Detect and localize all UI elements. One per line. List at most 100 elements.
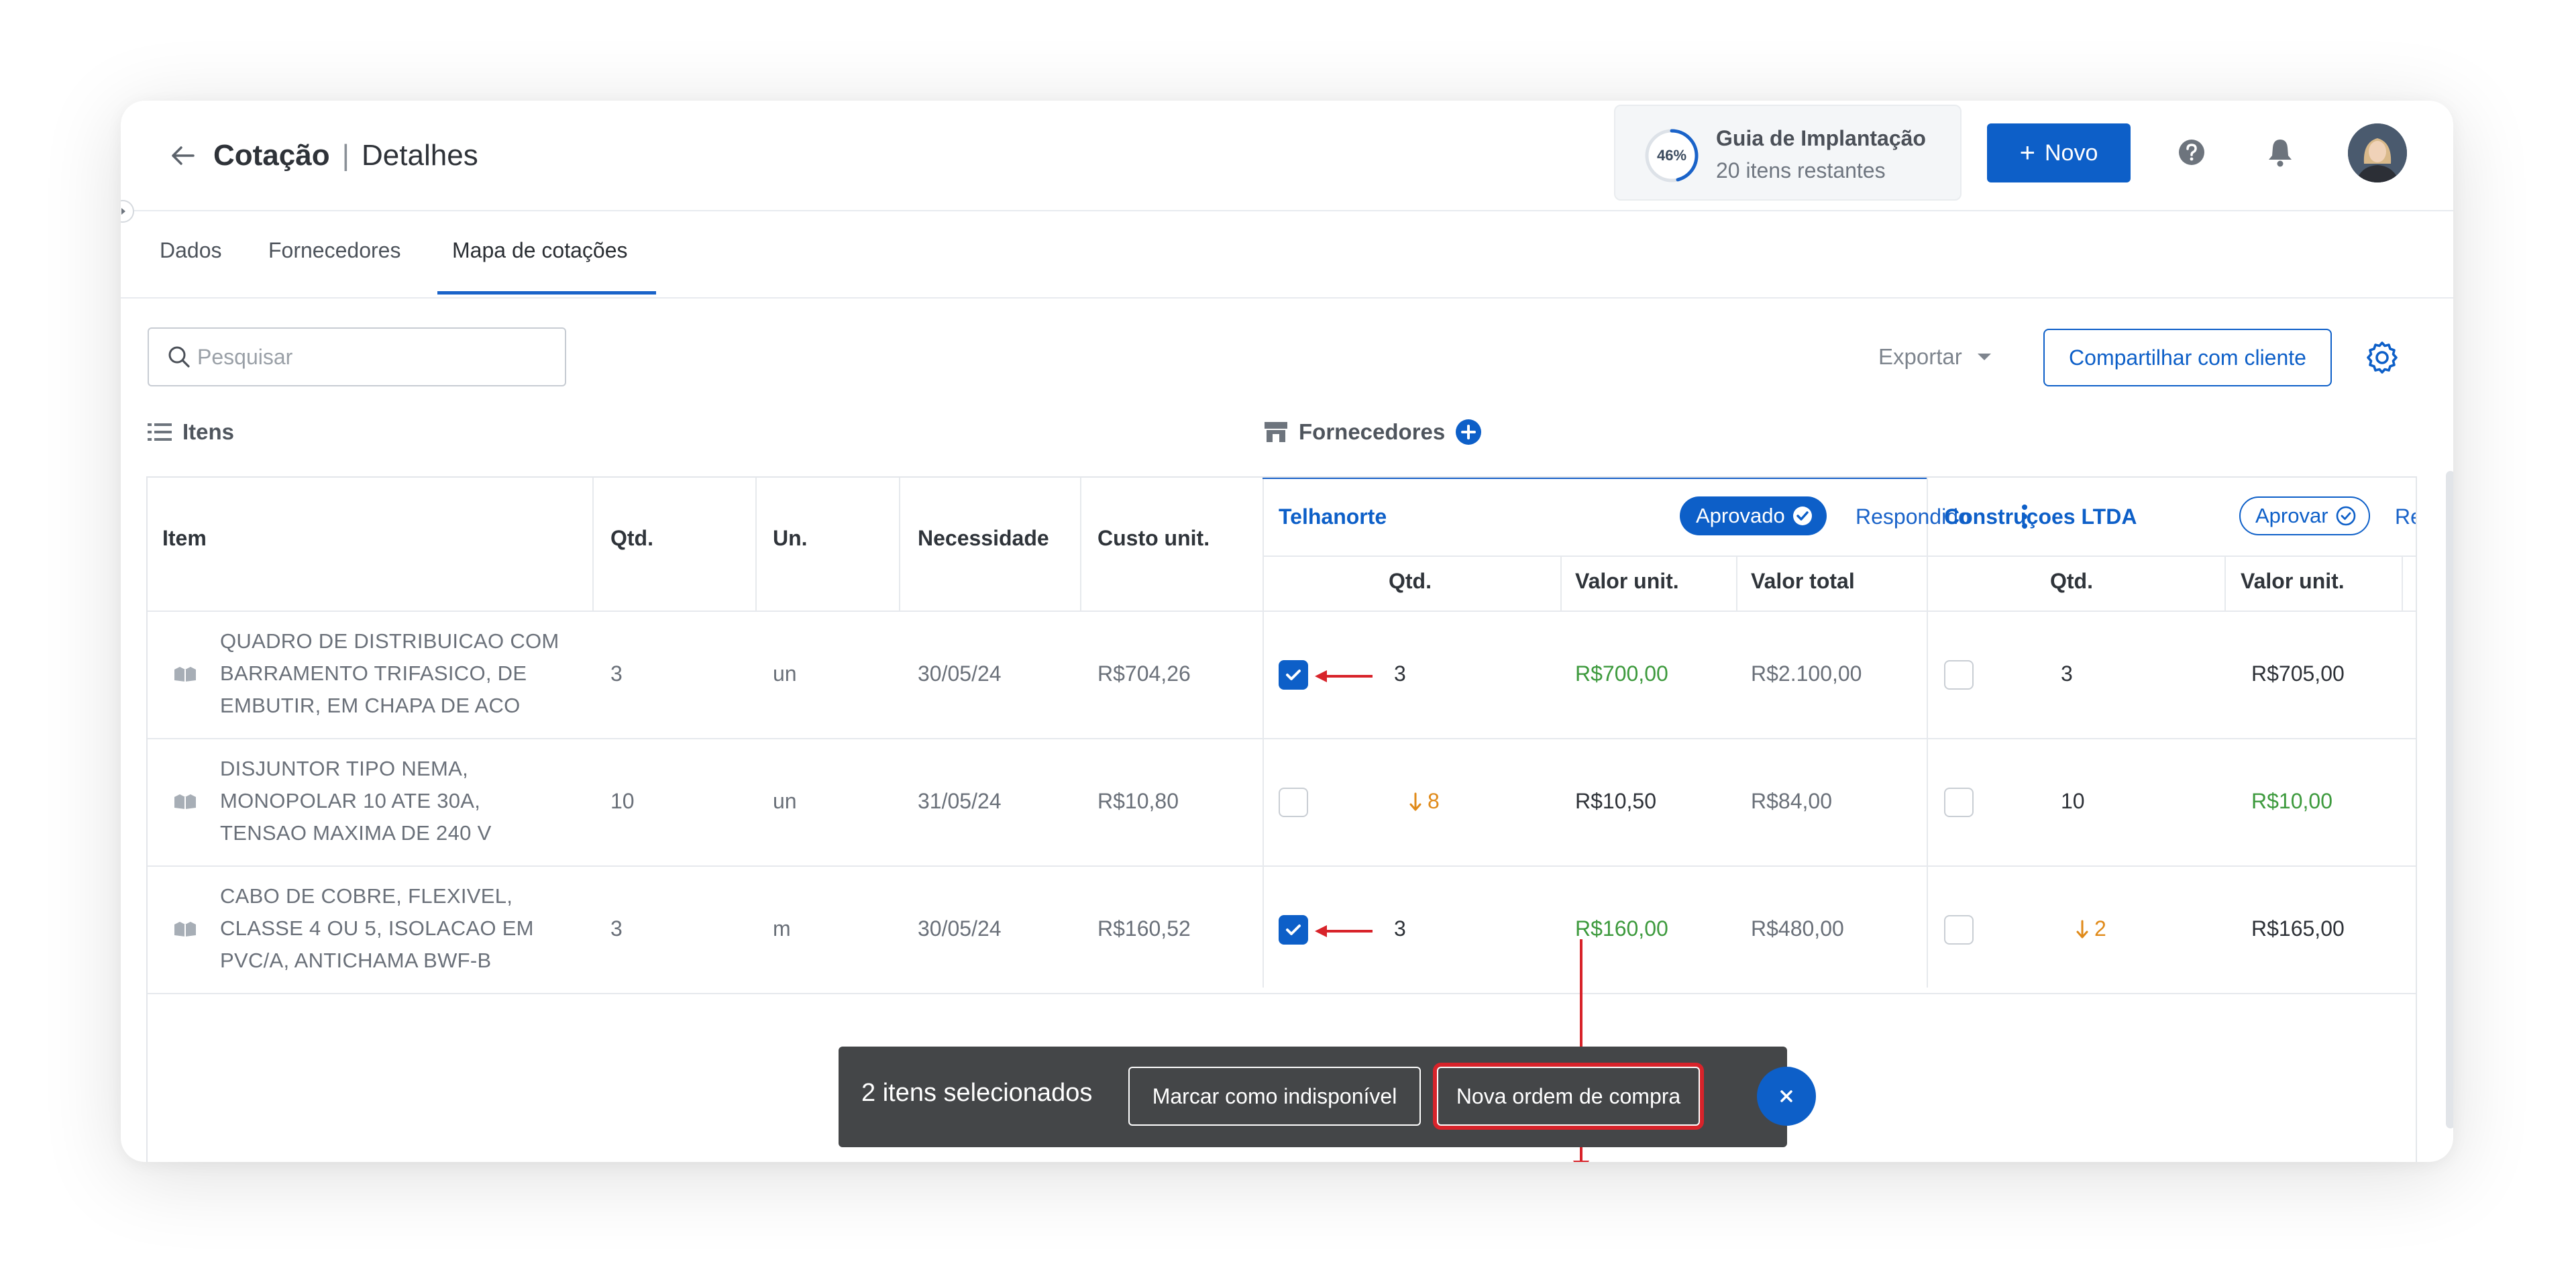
- s1-col-unit-value: Valor unit.: [1575, 569, 1679, 593]
- s2-col-unit-value: Valor unit.: [2241, 569, 2345, 593]
- s1-total-value: R$480,00: [1751, 916, 1844, 941]
- item-need-date: 31/05/24: [918, 789, 1002, 813]
- s1-unit-value: R$10,50: [1575, 789, 1656, 813]
- approved-label: Aprovado: [1696, 504, 1785, 527]
- s1-unit-value: R$160,00: [1575, 916, 1668, 941]
- items-section-title: Itens: [182, 419, 235, 444]
- search-box[interactable]: [148, 327, 566, 386]
- col-divider: [592, 478, 594, 612]
- s2-unit-value: R$165,00: [2251, 916, 2345, 941]
- page-title-sub: Detalhes: [362, 139, 478, 172]
- guide-title: Guia de Implantação: [1716, 126, 1926, 150]
- vertical-scrollbar[interactable]: [2446, 471, 2453, 1128]
- suppliers-section-title: Fornecedores: [1299, 419, 1446, 444]
- table-row: QUADRO DE DISTRIBUICAO COM BARRAMENTO TRI…: [148, 612, 2416, 738]
- close-selection-icon[interactable]: [1757, 1067, 1816, 1126]
- responded-link-truncated[interactable]: Re: [2395, 505, 2416, 529]
- responded-link[interactable]: Respondido: [1856, 505, 1970, 529]
- tab-dados[interactable]: Dados: [160, 238, 222, 262]
- check-circle-outline-icon: [2336, 506, 2355, 526]
- col-header-need: Necessidade: [918, 526, 1049, 550]
- col-divider: [1736, 555, 1737, 612]
- select-checkbox-checked[interactable]: [1279, 915, 1308, 945]
- s1-unit-value: R$700,00: [1575, 661, 1668, 686]
- new-button[interactable]: + Novo: [1987, 123, 2131, 182]
- s1-total-value: R$84,00: [1751, 789, 1832, 813]
- supplier-telhanorte-name[interactable]: Telhanorte: [1279, 505, 1387, 529]
- approve-label: Aprovar: [2255, 504, 2328, 527]
- row-divider: [148, 738, 2416, 739]
- s1-qty: 8: [1428, 789, 1440, 813]
- checkmark-icon: [1286, 670, 1301, 680]
- row-divider: [148, 993, 2416, 994]
- suppliers-section-label: Fornecedores: [1263, 417, 1483, 447]
- item-name: QUADRO DE DISTRIBUICAO COM BARRAMENTO TRI…: [220, 629, 559, 717]
- help-icon[interactable]: [2176, 137, 2207, 168]
- s2-qty: 3: [2061, 661, 2073, 686]
- select-checkbox[interactable]: [1944, 788, 1974, 817]
- box-icon: [174, 794, 196, 809]
- approved-badge[interactable]: Aprovado: [1680, 496, 1827, 535]
- item-qty: 3: [610, 916, 623, 941]
- supplier-menu-icon[interactable]: [2021, 502, 2029, 535]
- add-supplier-icon[interactable]: [1454, 418, 1483, 446]
- item-need-date: 30/05/24: [918, 661, 1002, 686]
- select-checkbox-checked[interactable]: [1279, 660, 1308, 690]
- col-divider: [2224, 555, 2226, 612]
- item-unit: un: [773, 789, 797, 813]
- s2-qty: 10: [2061, 789, 2085, 813]
- checkmark-icon: [1286, 924, 1301, 935]
- title-separator: |: [341, 139, 350, 172]
- s1-qty: 3: [1394, 661, 1406, 686]
- settings-gear-icon[interactable]: [2364, 339, 2400, 376]
- new-purchase-order-button[interactable]: Nova ordem de compra: [1437, 1067, 1700, 1126]
- table-row: CABO DE COBRE, FLEXIVEL, CLASSE 4 OU 5, I…: [148, 867, 2416, 993]
- s1-qty: 3: [1394, 916, 1406, 941]
- item-unit: m: [773, 916, 791, 941]
- col-divider: [755, 478, 757, 612]
- export-dropdown[interactable]: Exportar: [1878, 341, 1993, 373]
- col-divider: [1080, 478, 1081, 612]
- select-checkbox[interactable]: [1944, 915, 1974, 945]
- check-circle-icon: [1792, 507, 1812, 525]
- sidebar-toggle-icon[interactable]: [121, 200, 134, 223]
- share-with-client-button[interactable]: Compartilhar com cliente: [2043, 329, 2332, 386]
- back-arrow-icon[interactable]: [162, 136, 203, 176]
- s2-unit-value: R$10,00: [2251, 789, 2332, 813]
- row-divider: [148, 865, 2416, 867]
- tab-mapa-de-cotacoes[interactable]: Mapa de cotações: [452, 238, 628, 262]
- header-row-divider: [148, 611, 2416, 612]
- s1-total-value: R$2.100,00: [1751, 661, 1862, 686]
- store-icon: [1265, 422, 1287, 442]
- subheader-divider: [1263, 555, 2416, 557]
- annotation-arrow: [1315, 670, 1373, 682]
- item-qty: 10: [610, 789, 635, 813]
- user-avatar[interactable]: [2348, 123, 2407, 182]
- select-checkbox[interactable]: [1944, 660, 1974, 690]
- active-tab-indicator: [437, 291, 656, 295]
- s1-qty-lower: 8: [1409, 789, 1440, 814]
- implementation-guide-card[interactable]: 46% Guia de Implantação 20 itens restant…: [1614, 105, 1962, 201]
- approve-button[interactable]: Aprovar: [2239, 496, 2370, 535]
- s2-col-qty: Qtd.: [2050, 569, 2093, 593]
- tab-fornecedores[interactable]: Fornecedores: [268, 238, 401, 262]
- col-header-qty: Qtd.: [610, 526, 653, 550]
- search-input[interactable]: [197, 344, 546, 370]
- item-need-date: 30/05/24: [918, 916, 1002, 941]
- col-divider: [2402, 555, 2403, 612]
- s2-qty: 2: [2094, 916, 2106, 941]
- selection-action-bar: 2 itens selecionados Marcar como indispo…: [839, 1047, 1787, 1147]
- progress-percent: 46%: [1656, 147, 1687, 164]
- item-unit: un: [773, 661, 797, 686]
- select-checkbox[interactable]: [1279, 788, 1308, 817]
- supplier-construcoes-name[interactable]: Construçoes LTDA: [1944, 505, 2137, 529]
- item-unit-cost: R$160,52: [1097, 916, 1191, 941]
- s1-col-total-value: Valor total: [1751, 569, 1855, 593]
- s1-col-qty: Qtd.: [1389, 569, 1432, 593]
- col-divider: [1560, 555, 1562, 612]
- arrow-down-icon: [1409, 792, 1421, 810]
- bell-icon[interactable]: [2265, 136, 2296, 169]
- mark-unavailable-button[interactable]: Marcar como indisponível: [1128, 1067, 1421, 1126]
- quotation-map-table: Item Qtd. Un. Necessidade Custo unit. Te…: [146, 476, 2417, 1162]
- item-name: DISJUNTOR TIPO NEMA, MONOPOLAR 10 ATE 30A…: [220, 757, 492, 845]
